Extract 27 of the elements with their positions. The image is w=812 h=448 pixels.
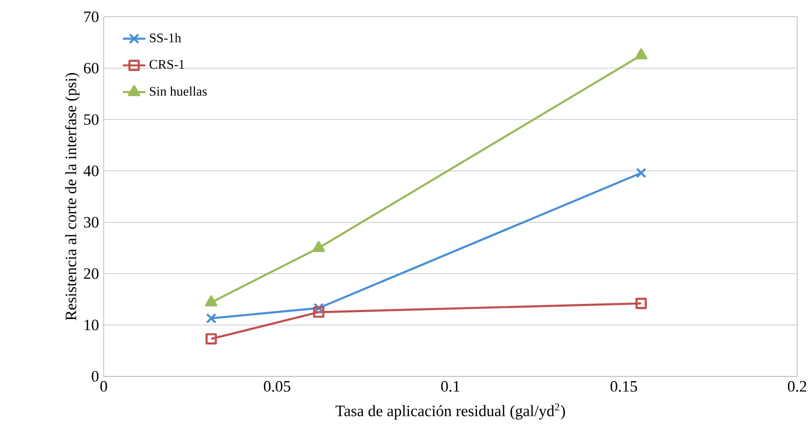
y-tick-label: 0 [92,370,98,382]
point [634,48,648,60]
x-tick-label: 0.15 [610,380,638,392]
y-tick-label: 40 [84,165,98,176]
legend-label: Sin huellas [150,86,207,96]
x-tick-label: 0 [100,380,108,392]
legend-label: CRS-1 [150,60,184,69]
point [206,332,217,344]
x-tick-label: 0.2 [788,380,806,392]
legend-label: SS-1h [150,32,182,42]
y-axis-title: Resistencia al corte de la interfase (psi) [64,72,80,320]
y-tick-label: 10 [84,319,98,330]
y-tick-label: 70 [84,11,98,22]
point [313,302,324,314]
x-axis-title: Tasa de aplicación residual (gal/yd$^{2}$) [336,403,565,420]
y-tick-label: 50 [84,114,98,125]
y-tick-label: 30 [84,216,98,228]
y-tick-label: 60 [84,62,98,74]
x-tick-label: 0.05 [264,380,290,392]
x-tick-label: 0.1 [441,380,460,392]
y-tick-label: 20 [84,268,98,279]
point [206,312,216,324]
point [205,295,218,306]
point [636,167,646,178]
point [313,306,324,318]
point [312,240,325,252]
point [635,298,647,309]
